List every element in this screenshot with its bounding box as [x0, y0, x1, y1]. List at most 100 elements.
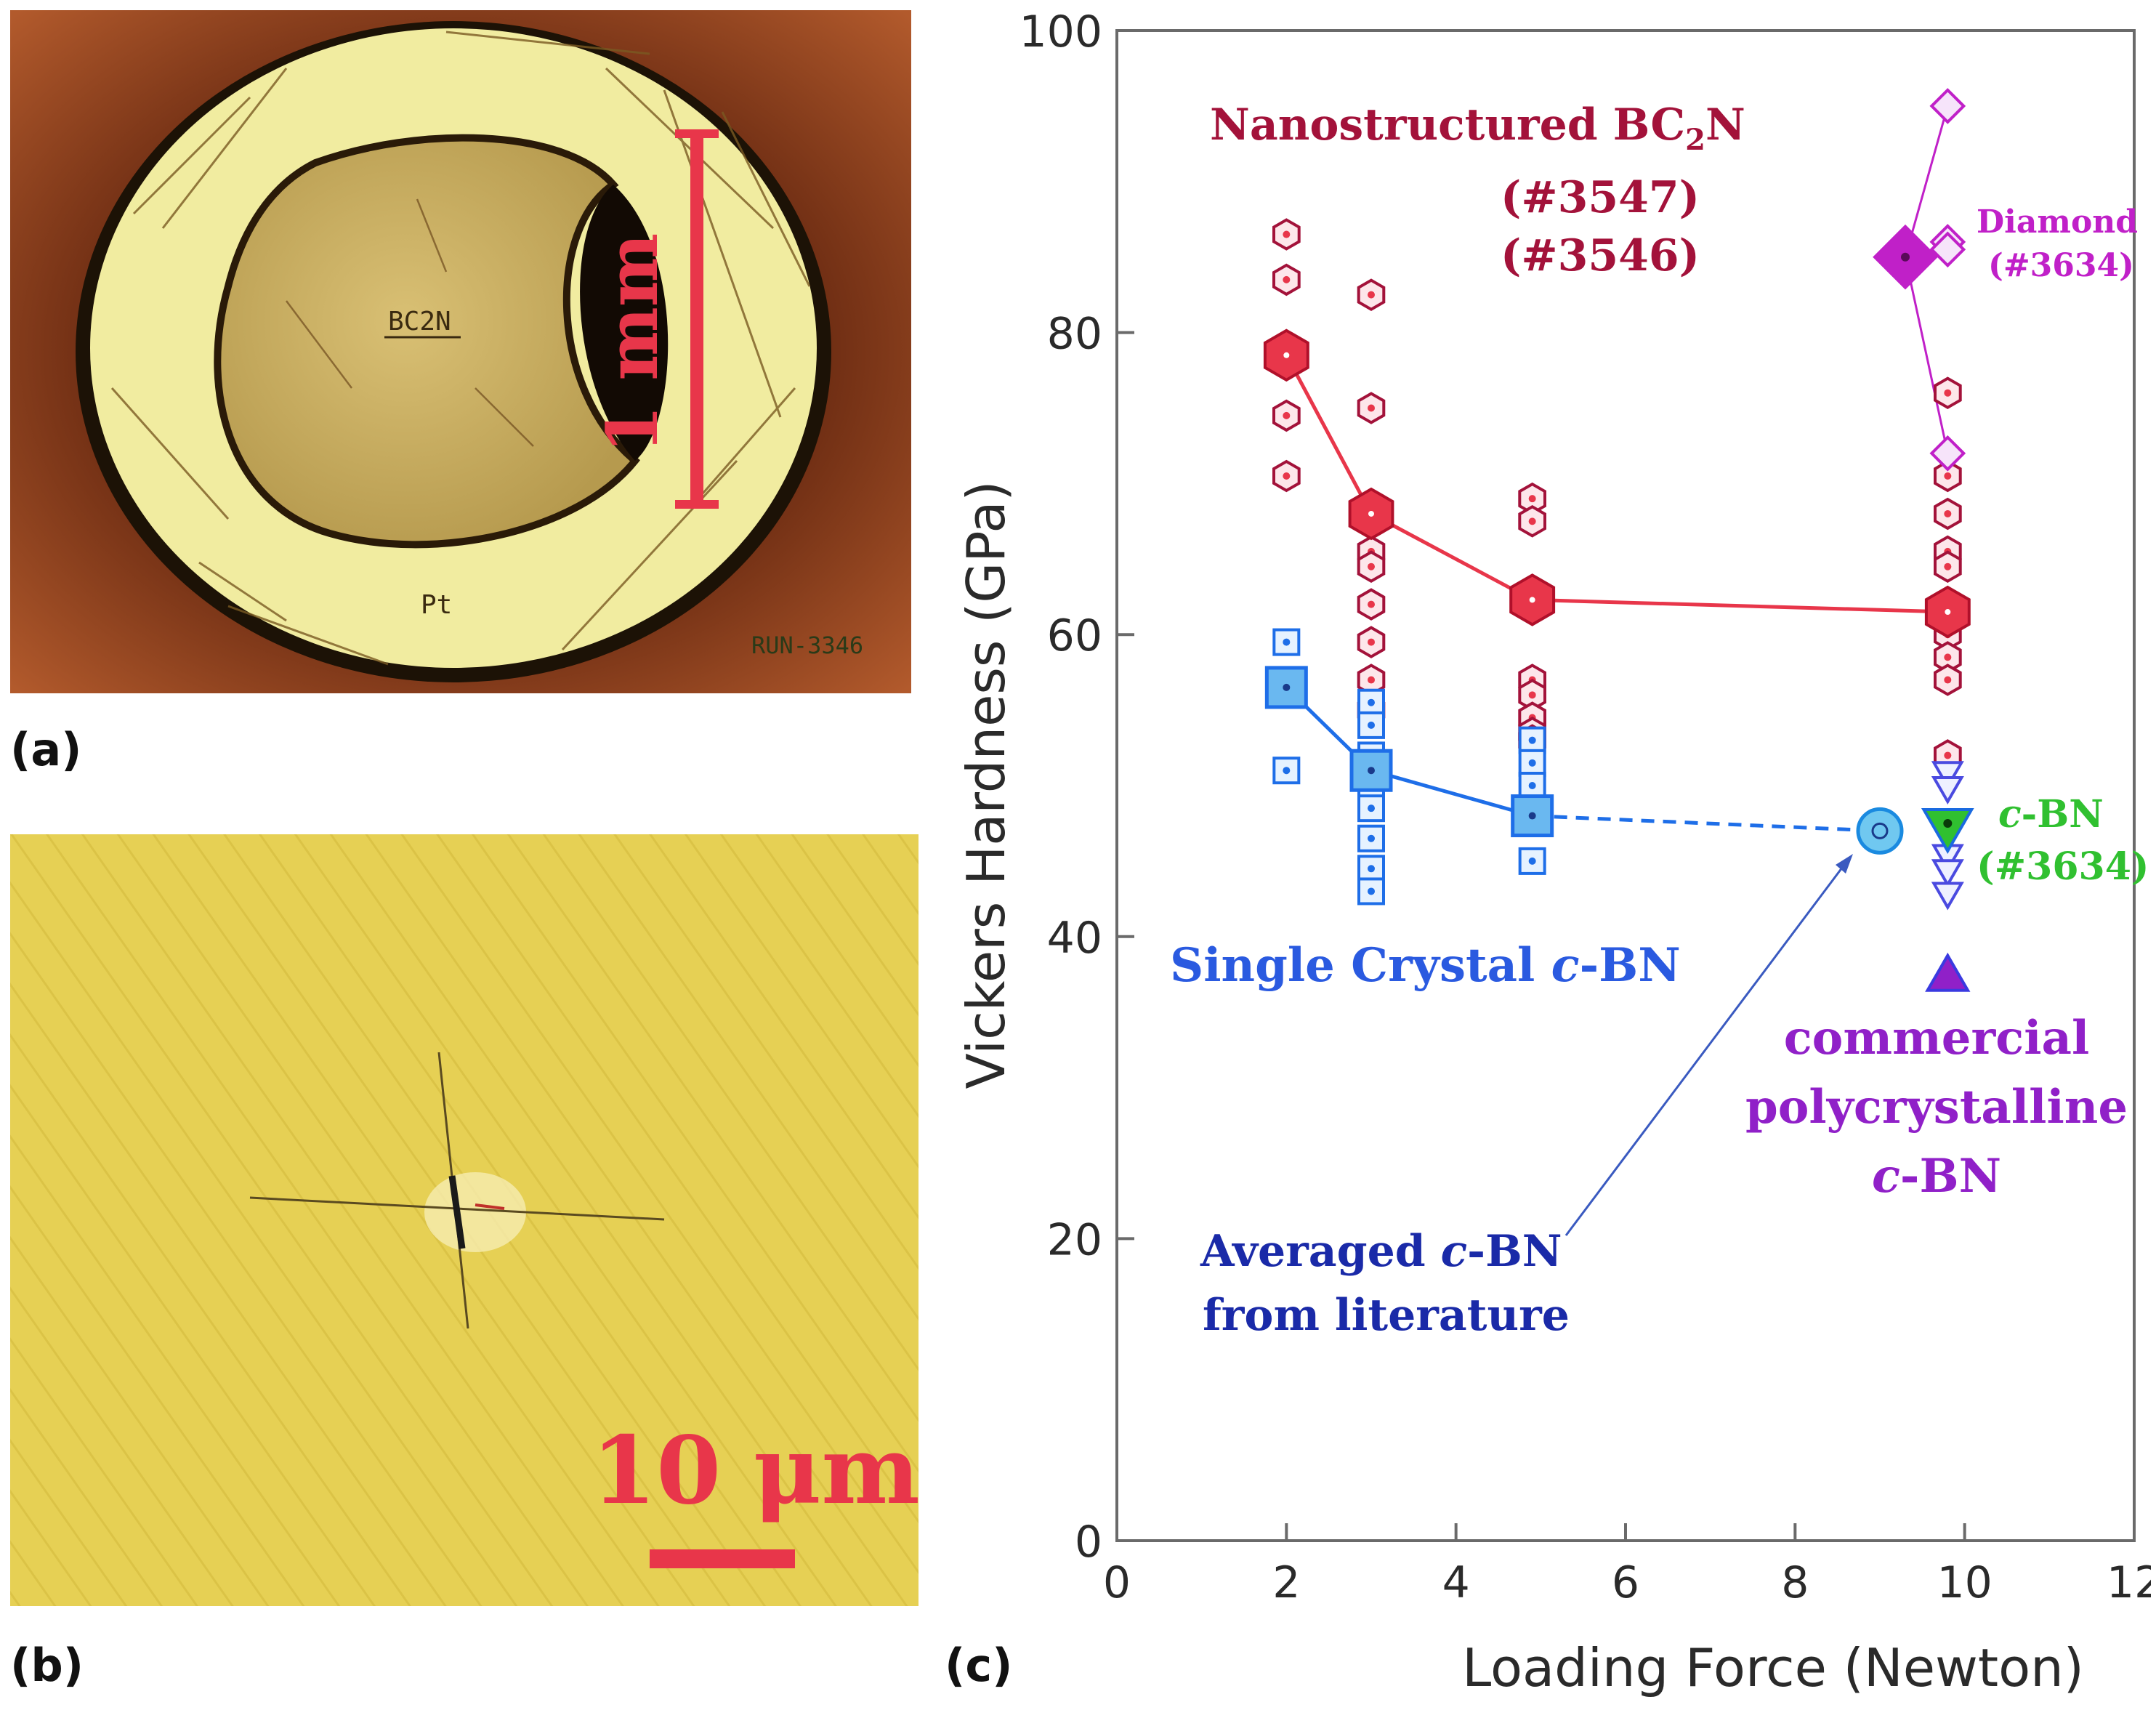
annot-averaged-line2: from literature — [1203, 1290, 1570, 1341]
scale-bar-1mm: 1 mm — [592, 129, 719, 509]
y-tick-label: 20 — [1047, 1214, 1102, 1265]
diamond-point — [1929, 231, 1966, 268]
cbn-3634-point — [1931, 882, 1964, 911]
scale-bar-10um: 10 μm — [592, 1416, 920, 1568]
marker-center — [1944, 562, 1952, 570]
marker-center — [1368, 767, 1375, 775]
axis-tick-labels: 0 2 4 6 8 10 12 0 20 40 60 80 100 — [1019, 7, 2151, 1608]
micrograph-panel-b: 10 μm — [10, 834, 920, 1606]
marker-center — [1528, 495, 1536, 503]
cbn-3634-point — [1931, 776, 1964, 805]
y-tick-label: 60 — [1047, 610, 1102, 661]
marker-center — [1368, 887, 1375, 895]
annot-averaged-line1: Averaged c-BN — [1200, 1226, 1562, 1277]
annot-bc2n-run1: (#3547) — [1501, 172, 1700, 223]
hardness-chart: 0 2 4 6 8 10 12 0 20 40 60 80 100 Loading Force (New… — [956, 7, 2151, 1698]
marker-center — [1283, 767, 1291, 775]
bc2n-average-line — [1285, 354, 1948, 614]
x-axis-label: Loading Force (Newton) — [1462, 1637, 2084, 1698]
annot-single-crystal: Single Crystal c-BN — [1170, 938, 1681, 993]
micrograph-a-image: BC2N Pt RUN-3346 1 mm — [10, 10, 911, 693]
marker-center — [1368, 834, 1375, 842]
cbn-literature-point — [1856, 807, 1904, 855]
marker-center — [1368, 865, 1375, 873]
x-tick-label: 12 — [2107, 1557, 2151, 1608]
y-axis-label: Vickers Hardness (GPa) — [956, 480, 1017, 1089]
cavity — [580, 185, 669, 461]
annot-diamond-run: (#3634) — [1988, 247, 2134, 284]
scale-label-10um: 10 μm — [592, 1416, 918, 1525]
run-label: RUN-3346 — [751, 632, 863, 659]
scale-label-1mm: 1 mm — [592, 233, 674, 453]
cbn-3634-point — [1931, 859, 1964, 888]
annot-bc2n-run2: (#3546) — [1501, 230, 1700, 281]
diamond-point — [1929, 435, 1966, 472]
annot-averaged-arrow — [1564, 864, 1846, 1236]
annot-cbn-3634-title: c-BN — [1998, 792, 2104, 836]
x-tick-label: 8 — [1781, 1557, 1809, 1608]
indentation-mark — [249, 1052, 665, 1329]
shell-label: Pt — [421, 590, 452, 620]
cbn-single-point — [1357, 711, 1385, 739]
marker-center — [1283, 352, 1290, 358]
annot-commercial-line2: polycrystalline — [1745, 1080, 2128, 1134]
y-tick-label: 40 — [1047, 913, 1102, 964]
marker-center — [1944, 472, 1952, 480]
annot-commercial-line3: c-BN — [1872, 1149, 2001, 1203]
panel-label-c: (c) — [945, 1639, 1013, 1692]
marker-center — [1944, 751, 1952, 759]
annot-bc2n-title: Nanostructured BC2N — [1210, 100, 1745, 157]
x-tick-label: 6 — [1612, 1557, 1639, 1608]
x-tick-label: 4 — [1442, 1557, 1470, 1608]
marker-center — [1945, 609, 1951, 616]
marker-center — [1944, 389, 1952, 397]
bc2n-core — [214, 134, 640, 549]
marker-center — [1528, 857, 1536, 865]
diamond-arrow — [1904, 257, 1949, 454]
y-tick-label: 0 — [1075, 1517, 1102, 1568]
marker-center — [1283, 683, 1291, 691]
annot-cbn-3634-run: (#3634) — [1977, 844, 2149, 889]
marker-center — [1901, 252, 1910, 262]
annot-averaged-arrowhead — [1836, 854, 1853, 874]
marker-center — [1368, 676, 1375, 684]
marker-center — [1528, 691, 1536, 699]
marker-center — [1283, 472, 1291, 480]
cbn-single-average-point — [1349, 749, 1393, 792]
panel-label-a: (a) — [10, 723, 82, 776]
marker-center — [1368, 562, 1375, 570]
micrograph-panel-a: BC2N Pt RUN-3346 1 mm — [10, 10, 911, 693]
marker-center — [1368, 510, 1374, 517]
x-tick-label: 2 — [1272, 1557, 1300, 1608]
marker-center — [1529, 597, 1535, 603]
x-tick-label: 10 — [1937, 1557, 1992, 1608]
marker-center — [1528, 517, 1536, 525]
marker-center — [1368, 600, 1375, 608]
marker-center — [1283, 230, 1291, 238]
marker-center — [1368, 638, 1375, 646]
y-tick-label: 80 — [1047, 309, 1102, 360]
marker-center — [1283, 275, 1291, 283]
diamond-point — [1929, 88, 1966, 124]
core-cracks — [286, 198, 534, 447]
sample-label: BC2N — [388, 307, 451, 336]
marker-center — [1528, 782, 1536, 789]
marker-center — [1871, 822, 1889, 839]
marker-center — [1368, 804, 1375, 812]
marker-center — [1368, 721, 1375, 729]
marker-center — [1368, 404, 1375, 412]
marker-center — [1368, 291, 1375, 299]
marker-center — [1528, 759, 1536, 767]
marker-center — [1283, 638, 1291, 646]
annot-commercial-line1: commercial — [1784, 1011, 2090, 1065]
panel-label-b: (b) — [10, 1639, 84, 1692]
commercial-cbn-point — [1925, 952, 1971, 992]
cbn-3634-point — [1931, 761, 1964, 790]
data-marks — [1263, 88, 1974, 992]
marker-center — [1943, 818, 1953, 828]
x-tick-label: 0 — [1103, 1557, 1131, 1608]
micrograph-b-image: 10 μm — [10, 834, 920, 1606]
cbn-single-average-line — [1285, 686, 1533, 818]
marker-center — [1944, 676, 1952, 684]
cbn-literature-dashed-line — [1532, 814, 1881, 833]
